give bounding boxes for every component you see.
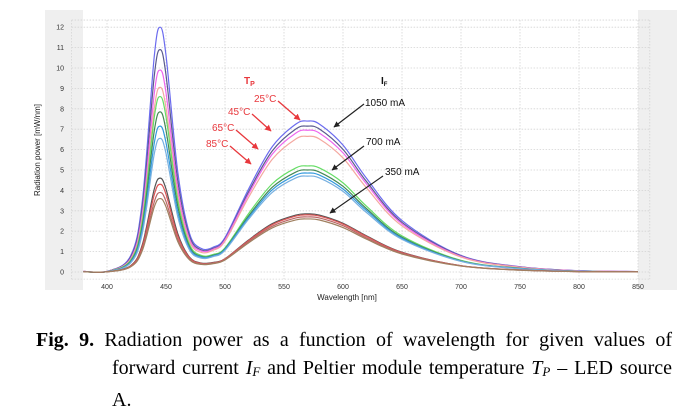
current-label-1050: 1050 mA — [365, 98, 405, 109]
caption-text-2: and Peltier module temperature — [260, 357, 532, 379]
x-tick-label: 850 — [632, 284, 644, 291]
series-line-11 — [83, 191, 639, 273]
series-line-2 — [83, 49, 639, 274]
x-tick-label: 600 — [337, 284, 349, 291]
annotations: TP IF 25°C 45°C 65°C 85°C 1050 mA 700 mA… — [206, 76, 420, 214]
x-tick-label: 650 — [396, 284, 408, 291]
y-tick-label: 12 — [56, 25, 64, 32]
series-line-8 — [83, 137, 639, 273]
temp-label-85: 85°C — [206, 139, 228, 150]
series-line-1 — [83, 26, 639, 274]
current-arrow-1050 — [333, 103, 365, 128]
y-tick-label: 2 — [60, 229, 64, 236]
x-tick-label: 750 — [514, 284, 526, 291]
current-label-700: 700 mA — [366, 137, 401, 148]
temp-label-45: 45°C — [228, 107, 250, 118]
series-line-4 — [83, 86, 639, 273]
x-tick-labels: 400 450 500 550 600 650 700 750 800 850 — [101, 284, 644, 291]
y-axis-label: Radiation power [mW/nm] — [33, 104, 42, 196]
temp-arrow-25 — [277, 100, 301, 121]
x-tick-label: 450 — [160, 284, 172, 291]
series-line-7 — [83, 125, 639, 273]
x-tick-label: 700 — [455, 284, 467, 291]
y-tick-label: 3 — [60, 208, 64, 215]
x-axis-label: Wavelength [nm] — [317, 293, 377, 302]
y-tick-label: 9 — [60, 86, 64, 93]
temp-arrow-65 — [235, 129, 259, 150]
y-tick-label: 1 — [60, 249, 64, 256]
y-tick-label: 8 — [60, 106, 64, 113]
caption-text-1: Radiation power as a function of wavelen… — [94, 329, 672, 379]
current-header: IF — [381, 76, 388, 88]
current-arrow-700 — [331, 145, 365, 171]
series-lines — [83, 26, 639, 274]
grid — [71, 19, 651, 280]
figure-caption: Fig. 9. Radiation power as a function of… — [36, 326, 672, 414]
y-tick-label: 10 — [56, 66, 64, 73]
temp-arrow-45 — [251, 113, 272, 132]
right-panel-band — [638, 10, 677, 290]
temp-arrow-85 — [229, 145, 252, 165]
series-line-5 — [83, 95, 639, 274]
x-tick-label: 550 — [278, 284, 290, 291]
current-arrow-350 — [329, 175, 384, 214]
left-panel-band — [45, 10, 83, 290]
current-label-350: 350 mA — [385, 167, 420, 178]
y-tick-label: 0 — [60, 270, 64, 277]
series-line-3 — [83, 69, 639, 273]
x-tick-label: 500 — [219, 284, 231, 291]
temp-label-65: 65°C — [212, 123, 234, 134]
x-tick-label: 400 — [101, 284, 113, 291]
x-tick-label: 800 — [573, 284, 585, 291]
series-line-10 — [83, 183, 639, 273]
caption-text-3: – LED source A. — [112, 357, 673, 411]
y-tick-label: 7 — [60, 127, 64, 134]
temp-label-25: 25°C — [254, 94, 276, 105]
caption-symbol-peltier-temperature: TP — [531, 357, 551, 379]
y-tick-label: 5 — [60, 168, 64, 175]
caption-label: Fig. 9. — [36, 329, 95, 351]
caption-symbol-forward-current: IF — [245, 357, 261, 379]
y-tick-label: 6 — [60, 147, 64, 154]
y-tick-label: 4 — [60, 188, 64, 195]
series-line-12 — [83, 197, 639, 273]
temperature-header: TP — [244, 76, 255, 88]
y-tick-label: 11 — [57, 45, 64, 52]
